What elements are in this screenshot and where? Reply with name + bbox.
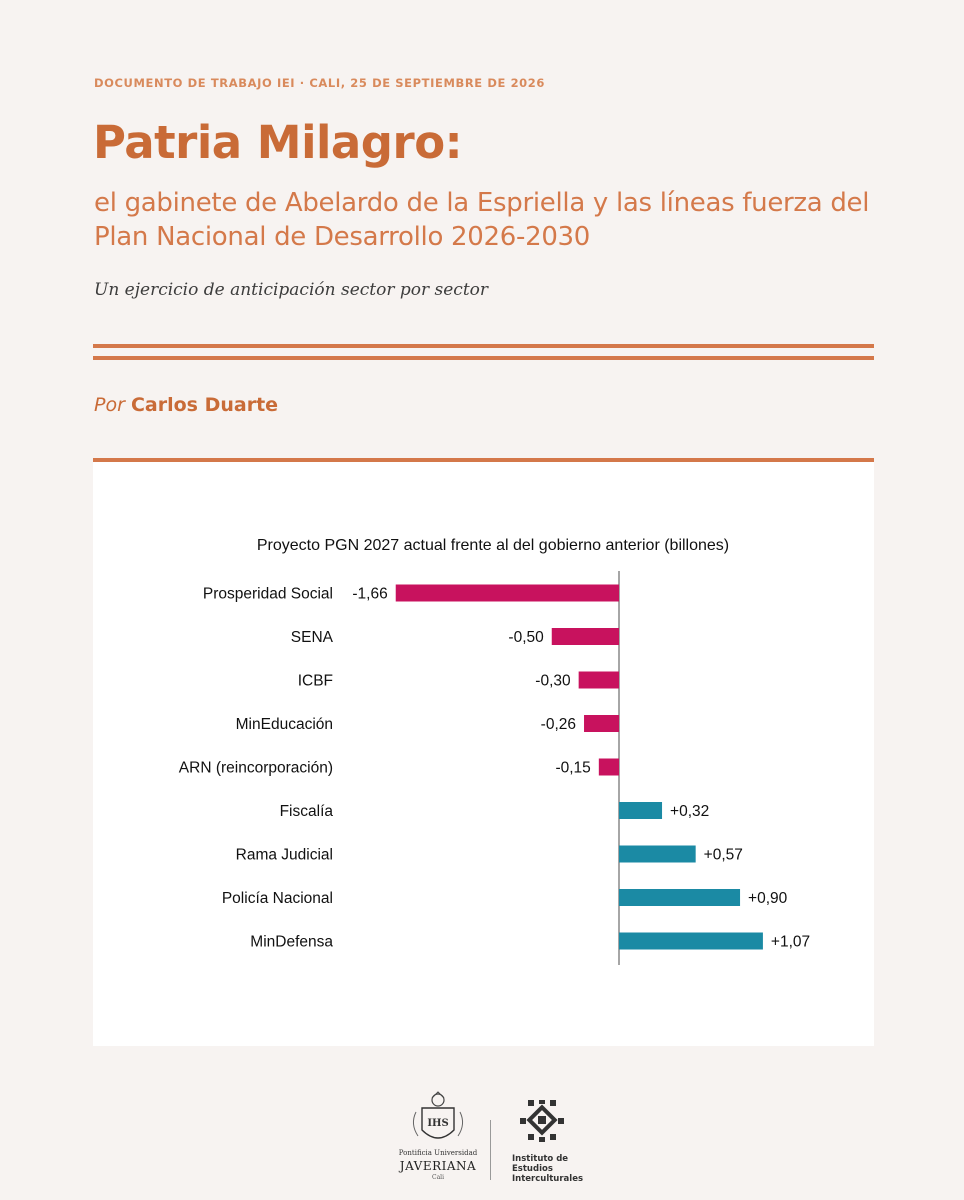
value-label-1: -0,50: [508, 629, 544, 646]
iei-emblem-icon: [520, 1099, 564, 1142]
byline: Por Carlos Duarte: [94, 394, 278, 416]
javeriana-city: Cali: [431, 1174, 444, 1181]
value-label-7: +0,90: [748, 890, 788, 907]
byline-prefix: Por: [94, 394, 125, 416]
javeriana-logo: IHS Pontificia Universidad JAVERIANA Cal…: [388, 1090, 488, 1190]
document-tagline: Un ejercicio de anticipación sector por …: [94, 280, 489, 300]
bar-4: [598, 758, 619, 776]
title-divider-bottom: [93, 356, 874, 360]
category-label-6: Rama Judicial: [236, 847, 333, 864]
bar-3: [584, 715, 619, 732]
document-title: Patria Milagro:: [93, 116, 463, 169]
title-divider-top: [93, 344, 874, 348]
category-label-3: MinEducación: [236, 716, 333, 733]
author-name: Carlos Duarte: [130, 394, 279, 416]
bar-8: [619, 932, 763, 950]
budget-bar-chart: Proyecto PGN 2027 actual frente al del g…: [179, 537, 810, 965]
bar-7: [619, 889, 741, 906]
chart-card: Proyecto PGN 2027 actual frente al del g…: [93, 462, 874, 1046]
iei-label: Instituto de Estudios Interculturales: [512, 1154, 584, 1184]
bar-6: [619, 845, 696, 863]
bar-1: [551, 628, 619, 645]
category-label-2: ICBF: [298, 673, 333, 690]
bar-5: [619, 802, 663, 819]
value-label-5: +0,32: [670, 803, 709, 820]
chart-divider: [93, 458, 874, 462]
value-label-6: +0,57: [704, 847, 743, 864]
category-label-0: Prosperidad Social: [203, 586, 333, 603]
value-label-2: -0,30: [535, 673, 571, 690]
value-label-4: -0,15: [555, 760, 590, 777]
footer-logos: IHS Pontificia Universidad JAVERIANA Cal…: [380, 1090, 600, 1195]
category-label-1: SENA: [291, 629, 334, 646]
javeriana-name: JAVERIANA: [399, 1159, 477, 1173]
footer-divider: [490, 1120, 491, 1180]
category-label-8: MinDefensa: [250, 934, 333, 951]
javeriana-crest-icon: IHS: [412, 1091, 464, 1139]
value-label-8: +1,07: [771, 934, 810, 951]
category-label-4: ARN (reincorporación): [179, 760, 333, 777]
javeriana-university-label: Pontificia Universidad: [398, 1149, 478, 1157]
iei-logo: Instituto de Estudios Interculturales: [500, 1099, 590, 1190]
chart-title: Proyecto PGN 2027 actual frente al del g…: [257, 537, 729, 554]
category-label-5: Fiscalía: [280, 803, 334, 820]
bar-0: [395, 584, 619, 602]
document-kicker: DOCUMENTO DE TRABAJO IEI · CALI, 25 DE S…: [94, 76, 545, 90]
document-subtitle: el gabinete de Abelardo de la Espriella …: [94, 188, 870, 252]
category-label-7: Policía Nacional: [222, 890, 333, 907]
value-label-0: -1,66: [352, 586, 387, 603]
javeriana-emblem-text: IHS: [427, 1118, 448, 1129]
value-label-3: -0,26: [541, 716, 576, 733]
bar-2: [578, 671, 619, 689]
